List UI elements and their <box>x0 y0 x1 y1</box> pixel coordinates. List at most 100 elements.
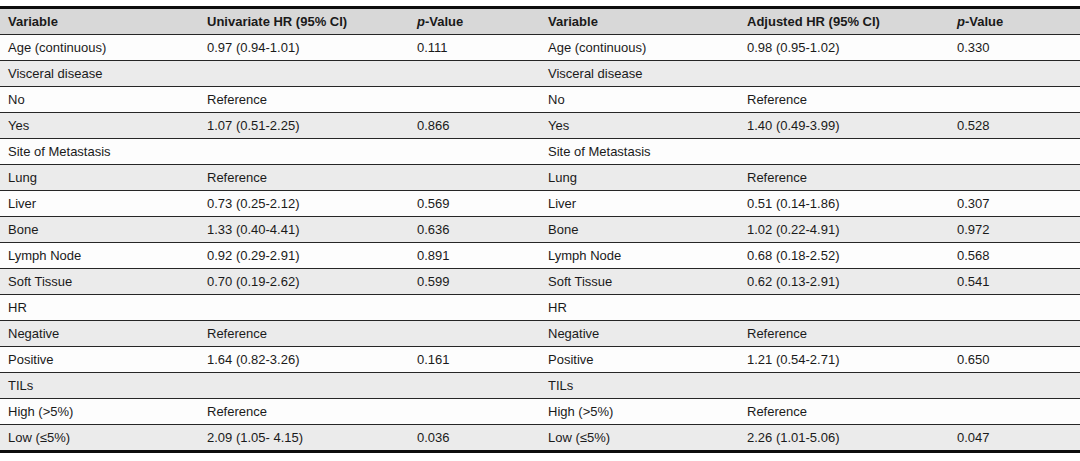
right-variable-cell: HR <box>540 295 743 321</box>
right-p-value-cell <box>953 295 1080 321</box>
left-univariate-hr-cell: Reference <box>203 165 413 191</box>
left-univariate-hr-cell <box>203 139 413 165</box>
left-variable-cell: Bone <box>0 217 203 243</box>
left-variable-cell: High (>5%) <box>0 399 203 425</box>
table-row: Bone 1.33 (0.40-4.41) 0.636 Bone 1.02 (0… <box>0 217 1080 243</box>
right-variable-cell: High (>5%) <box>540 399 743 425</box>
left-variable-cell: No <box>0 87 203 113</box>
right-p-value-cell: 0.330 <box>953 35 1080 61</box>
left-univariate-hr-cell: 1.33 (0.40-4.41) <box>203 217 413 243</box>
left-variable-cell: Yes <box>0 113 203 139</box>
left-p-value-header-italic: p <box>417 14 425 29</box>
left-p-value-cell: 0.866 <box>413 113 540 139</box>
right-adjusted-hr-cell: Reference <box>743 87 953 113</box>
right-variable-cell: Negative <box>540 321 743 347</box>
right-variable-header: Variable <box>540 8 743 35</box>
right-adjusted-hr-cell: 0.98 (0.95-1.02) <box>743 35 953 61</box>
left-univariate-hr-cell <box>203 295 413 321</box>
left-univariate-hr-cell: 1.07 (0.51-2.25) <box>203 113 413 139</box>
left-p-value-cell <box>413 139 540 165</box>
right-variable-cell: Positive <box>540 347 743 373</box>
right-adjusted-hr-cell <box>743 373 953 399</box>
left-variable-cell: Liver <box>0 191 203 217</box>
right-p-value-cell <box>953 165 1080 191</box>
left-univariate-hr-cell <box>203 61 413 87</box>
right-p-value-cell <box>953 399 1080 425</box>
right-adjusted-hr-cell <box>743 295 953 321</box>
table-row: Low (≤5%) 2.09 (1.05- 4.15) 0.036 Low (≤… <box>0 425 1080 452</box>
right-adjusted-hr-cell: 2.26 (1.01-5.06) <box>743 425 953 452</box>
left-variable-cell: Negative <box>0 321 203 347</box>
left-variable-cell: Soft Tissue <box>0 269 203 295</box>
right-p-value-cell <box>953 139 1080 165</box>
hazard-ratio-table: Variable Univariate HR (95% CI) p-Value … <box>0 6 1080 453</box>
table-row: Age (continuous) 0.97 (0.94-1.01) 0.111 … <box>0 35 1080 61</box>
page: Variable Univariate HR (95% CI) p-Value … <box>0 0 1080 461</box>
right-p-value-cell <box>953 87 1080 113</box>
left-variable-cell: Lymph Node <box>0 243 203 269</box>
right-p-value-header-rest: -Value <box>965 14 1003 29</box>
right-p-value-cell: 0.528 <box>953 113 1080 139</box>
right-adjusted-hr-cell: 0.68 (0.18-2.52) <box>743 243 953 269</box>
table-row: Negative Reference Negative Reference <box>0 321 1080 347</box>
right-variable-cell: No <box>540 87 743 113</box>
table-row: Positive 1.64 (0.82-3.26) 0.161 Positive… <box>0 347 1080 373</box>
table-row: Soft Tissue 0.70 (0.19-2.62) 0.599 Soft … <box>0 269 1080 295</box>
left-p-value-header-rest: -Value <box>425 14 463 29</box>
left-p-value-cell: 0.599 <box>413 269 540 295</box>
right-adjusted-hr-cell: 1.02 (0.22-4.91) <box>743 217 953 243</box>
right-variable-cell: Bone <box>540 217 743 243</box>
table-row: No Reference No Reference <box>0 87 1080 113</box>
right-p-value-cell <box>953 373 1080 399</box>
left-univariate-hr-cell: 1.64 (0.82-3.26) <box>203 347 413 373</box>
left-variable-cell: Visceral disease <box>0 61 203 87</box>
left-univariate-hr-cell <box>203 373 413 399</box>
right-adjusted-hr-cell <box>743 139 953 165</box>
right-variable-cell: Liver <box>540 191 743 217</box>
table-body: Age (continuous) 0.97 (0.94-1.01) 0.111 … <box>0 35 1080 452</box>
left-p-value-cell <box>413 399 540 425</box>
right-p-value-cell: 0.972 <box>953 217 1080 243</box>
table-row: Site of Metastasis Site of Metastasis <box>0 139 1080 165</box>
left-variable-cell: Low (≤5%) <box>0 425 203 452</box>
left-variable-cell: HR <box>0 295 203 321</box>
right-p-value-cell: 0.568 <box>953 243 1080 269</box>
left-p-value-cell <box>413 87 540 113</box>
left-univariate-hr-cell: 0.97 (0.94-1.01) <box>203 35 413 61</box>
left-variable-cell: Lung <box>0 165 203 191</box>
left-p-value-cell <box>413 61 540 87</box>
table-row: Yes 1.07 (0.51-2.25) 0.866 Yes 1.40 (0.4… <box>0 113 1080 139</box>
left-univariate-hr-header: Univariate HR (95% CI) <box>203 8 413 35</box>
left-variable-cell: Positive <box>0 347 203 373</box>
left-p-value-cell: 0.636 <box>413 217 540 243</box>
left-p-value-cell: 0.111 <box>413 35 540 61</box>
right-variable-cell: Lung <box>540 165 743 191</box>
right-variable-cell: Lymph Node <box>540 243 743 269</box>
table-row: Visceral disease Visceral disease <box>0 61 1080 87</box>
right-p-value-cell: 0.047 <box>953 425 1080 452</box>
left-p-value-header: p-Value <box>413 8 540 35</box>
left-univariate-hr-cell: 0.73 (0.25-2.12) <box>203 191 413 217</box>
left-p-value-cell: 0.569 <box>413 191 540 217</box>
left-univariate-hr-cell: 2.09 (1.05- 4.15) <box>203 425 413 452</box>
table-row: High (>5%) Reference High (>5%) Referenc… <box>0 399 1080 425</box>
right-adjusted-hr-cell <box>743 61 953 87</box>
left-variable-cell: Age (continuous) <box>0 35 203 61</box>
right-adjusted-hr-cell: 0.62 (0.13-2.91) <box>743 269 953 295</box>
left-variable-cell: TILs <box>0 373 203 399</box>
right-adjusted-hr-cell: 1.21 (0.54-2.71) <box>743 347 953 373</box>
table-row: Liver 0.73 (0.25-2.12) 0.569 Liver 0.51 … <box>0 191 1080 217</box>
right-variable-cell: Site of Metastasis <box>540 139 743 165</box>
right-p-value-cell: 0.650 <box>953 347 1080 373</box>
right-p-value-cell: 0.307 <box>953 191 1080 217</box>
right-adjusted-hr-cell: 1.40 (0.49-3.99) <box>743 113 953 139</box>
right-variable-cell: Soft Tissue <box>540 269 743 295</box>
left-p-value-cell: 0.161 <box>413 347 540 373</box>
right-adjusted-hr-cell: Reference <box>743 165 953 191</box>
left-univariate-hr-cell: Reference <box>203 87 413 113</box>
right-p-value-header-italic: p <box>957 14 965 29</box>
left-univariate-hr-cell: Reference <box>203 321 413 347</box>
right-p-value-cell <box>953 321 1080 347</box>
left-variable-header: Variable <box>0 8 203 35</box>
left-p-value-cell: 0.891 <box>413 243 540 269</box>
